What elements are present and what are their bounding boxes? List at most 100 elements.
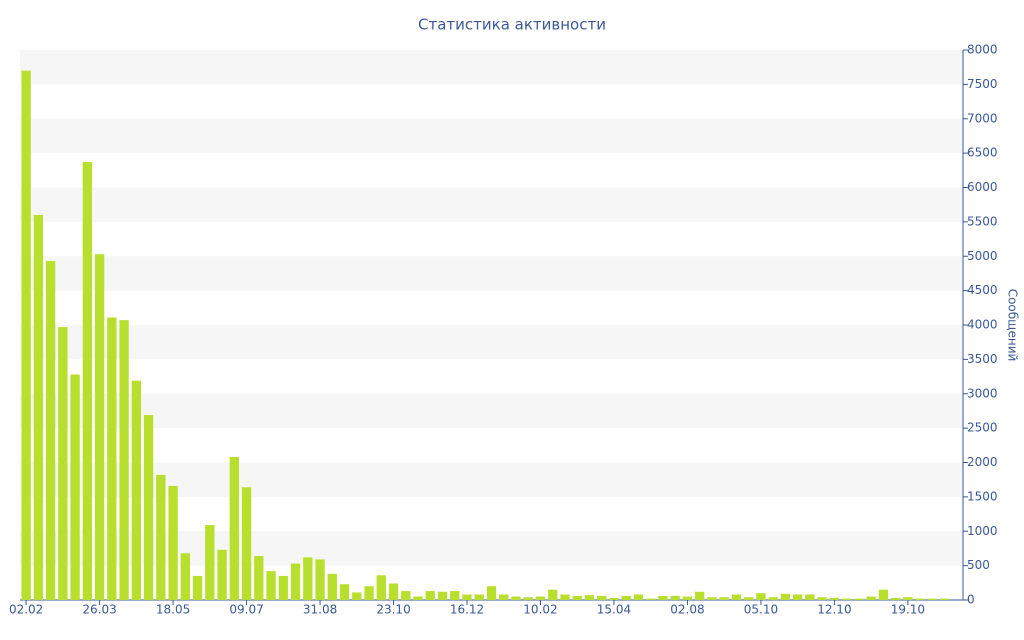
y-tick-label: 6500 [967, 146, 998, 160]
x-tick-label: 02.02 [9, 603, 43, 617]
y-tick-label: 0 [967, 593, 975, 607]
bar [143, 415, 154, 600]
y-tick-label: 7500 [967, 77, 998, 91]
bar [229, 457, 239, 600]
grid-band [20, 187, 963, 222]
bar [131, 380, 141, 600]
y-axis-label: Сообщений [1006, 289, 1020, 362]
bar [744, 597, 754, 600]
bar [278, 575, 288, 600]
bar [829, 597, 840, 600]
bar [597, 595, 607, 600]
x-tick-label: 18.05 [156, 603, 190, 617]
y-tick-label: 5500 [967, 214, 998, 228]
bar [486, 586, 497, 600]
x-tick-label: 15.04 [597, 603, 631, 617]
y-tick-label: 2500 [967, 421, 998, 435]
bar [670, 595, 680, 600]
bar [842, 598, 852, 600]
bar [217, 549, 227, 600]
grid-band [20, 393, 963, 429]
bar [927, 598, 938, 600]
bar [82, 162, 93, 600]
bar [450, 591, 460, 600]
bar [474, 594, 484, 600]
bar [695, 591, 705, 600]
y-tick-label: 1000 [967, 524, 998, 538]
bar [646, 598, 656, 600]
x-tick-label: 19.10 [891, 603, 925, 617]
grid-band [20, 325, 963, 360]
bar [401, 591, 411, 600]
bar [621, 595, 631, 600]
bar [413, 596, 423, 600]
x-tick-label: 02.08 [670, 603, 704, 617]
bar [560, 594, 570, 600]
bar [94, 254, 105, 600]
bar [805, 594, 815, 600]
bar [756, 593, 766, 600]
x-tick-label: 05.10 [744, 603, 778, 617]
bar [682, 596, 693, 600]
bar [205, 525, 215, 600]
bar [425, 591, 435, 600]
x-tick-label: 09.07 [229, 603, 263, 617]
y-tick-label: 7000 [967, 111, 998, 125]
bar [548, 589, 558, 600]
bar [315, 559, 325, 600]
bar [817, 597, 827, 600]
bar [339, 584, 350, 600]
bar [290, 563, 301, 600]
y-tick-label: 1500 [967, 489, 998, 503]
bar [523, 597, 533, 600]
bar [731, 594, 742, 600]
bar [327, 573, 337, 600]
bar [780, 593, 791, 600]
bar [866, 596, 876, 600]
bar [890, 597, 901, 600]
y-tick-label: 8000 [967, 43, 998, 57]
bar [535, 596, 546, 600]
x-tick-label: 16.12 [450, 603, 484, 617]
bar [707, 597, 717, 600]
y-tick-label: 4000 [967, 318, 998, 332]
bar [254, 556, 264, 600]
bar [854, 598, 864, 600]
x-tick-label: 26.03 [82, 603, 116, 617]
y-tick-label: 5000 [967, 249, 998, 263]
y-tick-label: 2000 [967, 455, 998, 469]
bar [107, 317, 117, 600]
grid-band [20, 50, 963, 85]
y-tick-label: 500 [967, 558, 990, 572]
bar [719, 597, 729, 600]
bar [499, 594, 509, 600]
bar [878, 589, 889, 600]
bar [21, 70, 31, 600]
bar [33, 215, 44, 600]
bar [768, 597, 778, 600]
bar [266, 571, 276, 600]
x-tick-label: 23.10 [376, 603, 410, 617]
bar [119, 320, 129, 600]
bar [241, 487, 252, 600]
x-tick-label: 10.02 [523, 603, 557, 617]
x-tick-label: 31.08 [303, 603, 337, 617]
bar [352, 592, 362, 600]
bar [572, 595, 582, 600]
y-tick-label: 3000 [967, 386, 998, 400]
y-tick-label: 3500 [967, 352, 998, 366]
bar [303, 557, 313, 600]
bar [658, 595, 668, 600]
bar [793, 594, 803, 600]
bar [903, 597, 913, 600]
y-tick-label: 6000 [967, 180, 998, 194]
bar [364, 586, 374, 600]
grid-band [20, 256, 963, 291]
bar [70, 374, 80, 600]
bar [58, 327, 68, 600]
bar [584, 595, 595, 600]
bar [168, 485, 178, 600]
bar [915, 598, 925, 600]
grid-band [20, 118, 963, 154]
